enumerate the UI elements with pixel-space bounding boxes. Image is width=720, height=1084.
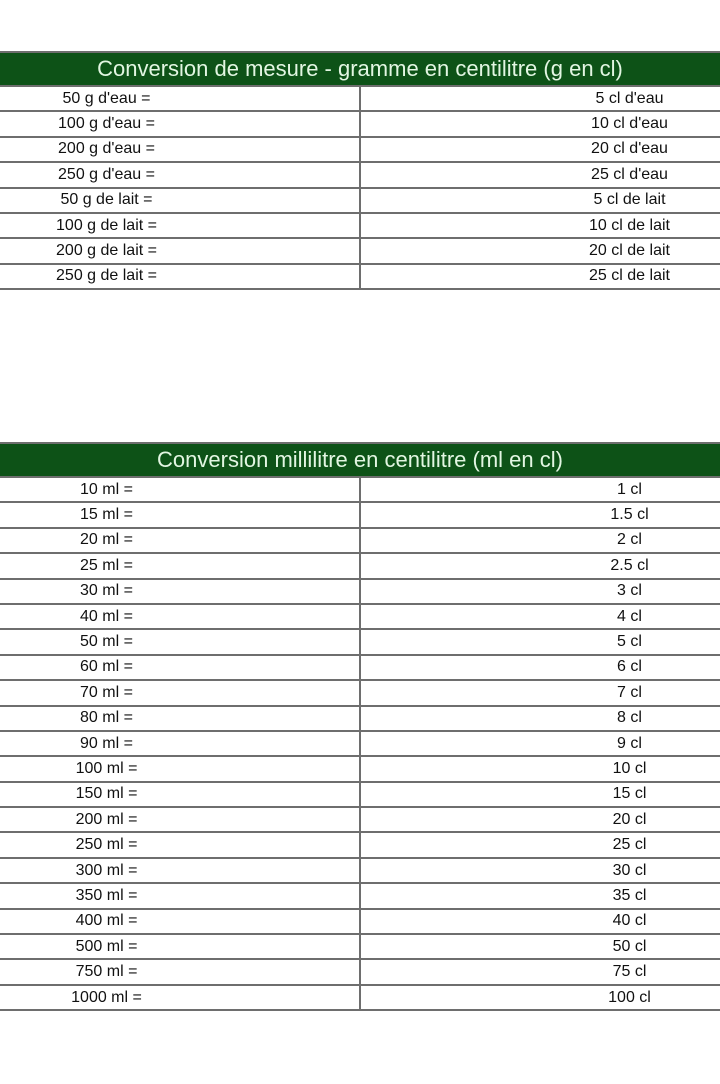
table-row: 90 ml = 9 cl [0, 729, 720, 758]
converted-quantity-cell: 5 cl [360, 628, 720, 656]
converted-quantity-cell: 10 cl [360, 755, 720, 783]
table-row: 25 ml = 2.5 cl [0, 552, 720, 580]
table-row: 100 g d'eau = 10 cl d'eau [0, 110, 720, 138]
source-quantity-cell: 200 g de lait = [0, 237, 361, 265]
converted-quantity-cell: 2 cl [360, 526, 720, 555]
source-quantity-cell: 250 g d'eau = [0, 161, 361, 189]
converted-quantity-cell: 25 cl [360, 831, 720, 859]
source-quantity-cell: 70 ml = [0, 679, 361, 707]
source-quantity-cell: 200 g d'eau = [0, 135, 361, 164]
converted-quantity-cell: 20 cl d'eau [360, 135, 720, 164]
source-quantity-cell: 250 g de lait = [0, 262, 361, 291]
converted-quantity-cell: 25 cl d'eau [360, 161, 720, 189]
table-row: 400 ml = 40 cl [0, 907, 720, 936]
table-title: Conversion de mesure - gramme en centili… [0, 51, 720, 87]
source-quantity-cell: 25 ml = [0, 552, 361, 580]
source-quantity-cell: 40 ml = [0, 602, 361, 631]
source-quantity-cell: 60 ml = [0, 653, 361, 682]
source-quantity-cell: 100 g d'eau = [0, 110, 361, 138]
table-row: 20 ml = 2 cl [0, 526, 720, 555]
converted-quantity-cell: 75 cl [360, 958, 720, 986]
source-quantity-cell: 200 ml = [0, 806, 361, 834]
table-row: 80 ml = 8 cl [0, 704, 720, 732]
source-quantity-cell: 50 ml = [0, 628, 361, 656]
table-row: 250 ml = 25 cl [0, 831, 720, 859]
table-row: 50 ml = 5 cl [0, 628, 720, 656]
converted-quantity-cell: 5 cl d'eau [360, 84, 720, 113]
table-row: 200 ml = 20 cl [0, 806, 720, 834]
table-row: 750 ml = 75 cl [0, 958, 720, 986]
table-row: 10 ml = 1 cl [0, 475, 720, 504]
converted-quantity-cell: 40 cl [360, 907, 720, 936]
table-row: 100 ml = 10 cl [0, 755, 720, 783]
converted-quantity-cell: 1.5 cl [360, 501, 720, 529]
table-row: 300 ml = 30 cl [0, 856, 720, 885]
source-quantity-cell: 150 ml = [0, 780, 361, 809]
table-row: 1000 ml = 100 cl [0, 983, 720, 1012]
converted-quantity-cell: 2.5 cl [360, 552, 720, 580]
converted-quantity-cell: 15 cl [360, 780, 720, 809]
source-quantity-cell: 50 g d'eau = [0, 84, 361, 113]
converted-quantity-cell: 9 cl [360, 729, 720, 758]
table-title: Conversion millilitre en centilitre (ml … [0, 442, 720, 478]
converted-quantity-cell: 4 cl [360, 602, 720, 631]
converted-quantity-cell: 1 cl [360, 475, 720, 504]
table-row: 250 g de lait = 25 cl de lait [0, 262, 720, 291]
converted-quantity-cell: 10 cl d'eau [360, 110, 720, 138]
table-row: 150 ml = 15 cl [0, 780, 720, 809]
source-quantity-cell: 250 ml = [0, 831, 361, 859]
converted-quantity-cell: 50 cl [360, 933, 720, 961]
table-row: 50 g d'eau = 5 cl d'eau [0, 84, 720, 113]
table-row: 60 ml = 6 cl [0, 653, 720, 682]
converted-quantity-cell: 10 cl de lait [360, 211, 720, 240]
converted-quantity-cell: 20 cl [360, 806, 720, 834]
table-row: 200 g d'eau = 20 cl d'eau [0, 135, 720, 164]
converted-quantity-cell: 100 cl [360, 983, 720, 1012]
table-row: 50 g de lait = 5 cl de lait [0, 186, 720, 214]
table-row: 250 g d'eau = 25 cl d'eau [0, 161, 720, 189]
source-quantity-cell: 80 ml = [0, 704, 361, 732]
converted-quantity-cell: 5 cl de lait [360, 186, 720, 214]
source-quantity-cell: 350 ml = [0, 882, 361, 910]
source-quantity-cell: 90 ml = [0, 729, 361, 758]
converted-quantity-cell: 3 cl [360, 577, 720, 605]
table-row: 15 ml = 1.5 cl [0, 501, 720, 529]
source-quantity-cell: 10 ml = [0, 475, 361, 504]
table-row: 200 g de lait = 20 cl de lait [0, 237, 720, 265]
table-row: 40 ml = 4 cl [0, 602, 720, 631]
table-row: 350 ml = 35 cl [0, 882, 720, 910]
source-quantity-cell: 20 ml = [0, 526, 361, 555]
converted-quantity-cell: 8 cl [360, 704, 720, 732]
source-quantity-cell: 100 ml = [0, 755, 361, 783]
table-row: 70 ml = 7 cl [0, 679, 720, 707]
table-row: 100 g de lait = 10 cl de lait [0, 211, 720, 240]
source-quantity-cell: 30 ml = [0, 577, 361, 605]
source-quantity-cell: 1000 ml = [0, 983, 361, 1012]
source-quantity-cell: 100 g de lait = [0, 211, 361, 240]
converted-quantity-cell: 30 cl [360, 856, 720, 885]
converted-quantity-cell: 25 cl de lait [360, 262, 720, 291]
converted-quantity-cell: 6 cl [360, 653, 720, 682]
gram-to-centiliter-table: Conversion de mesure - gramme en centili… [0, 51, 720, 291]
table-row: 30 ml = 3 cl [0, 577, 720, 605]
converted-quantity-cell: 35 cl [360, 882, 720, 910]
source-quantity-cell: 15 ml = [0, 501, 361, 529]
table-row: 500 ml = 50 cl [0, 933, 720, 961]
source-quantity-cell: 500 ml = [0, 933, 361, 961]
converted-quantity-cell: 7 cl [360, 679, 720, 707]
source-quantity-cell: 750 ml = [0, 958, 361, 986]
source-quantity-cell: 400 ml = [0, 907, 361, 936]
milliliter-to-centiliter-table: Conversion millilitre en centilitre (ml … [0, 442, 720, 1012]
converted-quantity-cell: 20 cl de lait [360, 237, 720, 265]
source-quantity-cell: 50 g de lait = [0, 186, 361, 214]
source-quantity-cell: 300 ml = [0, 856, 361, 885]
